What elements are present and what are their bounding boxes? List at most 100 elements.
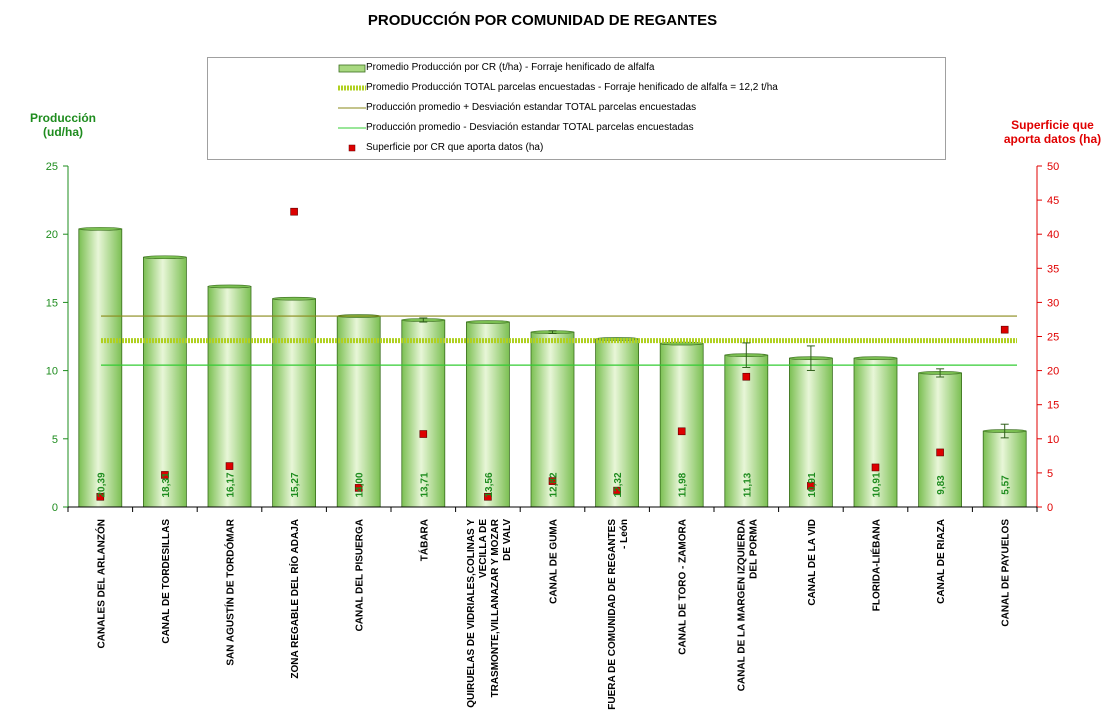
y-axis-title-line-1: Producción [29,111,96,125]
legend: Promedio Producción por CR (t/ha) - Forr… [207,57,946,160]
legend-marker-swatch [338,142,366,154]
bar [465,321,510,508]
bar [142,256,187,508]
bar-top [272,296,316,301]
x-category-label-line: CANAL DEL PISUERGA [355,519,366,631]
bar [336,315,381,508]
x-category-label: CANAL DE GUMA [549,519,560,604]
bar [401,319,446,508]
bar-value-label: 12,32 [613,472,624,497]
x-category-label-line: CANAL DE PAYUELOS [1001,519,1012,627]
bar-value-label: 13,71 [419,472,430,497]
surface-marker [161,471,169,479]
bar [982,430,1027,508]
x-category-label: FLORIDA-LIÉBANA [870,519,883,611]
legend-label: Promedio Producción TOTAL parcelas encue… [366,82,778,93]
surface-marker [354,484,363,492]
surface-marker [484,492,492,501]
bar-value-label: 9,83 [936,475,947,495]
legend-minus-sd-swatch [338,122,366,134]
bar-value-label: 10,91 [872,472,883,497]
secondary-y-axis-title: Superficie que aporta datos (ha) [990,118,1115,146]
secondary-y-tick-label: 30 [1047,297,1059,309]
x-category-label-line: DEL PORMA [748,519,759,579]
surface-marker [677,427,686,436]
surface-marker [807,482,815,490]
secondary-y-tick-label: 10 [1047,434,1059,446]
y-tick-label: 20 [46,229,58,241]
bar-top [853,356,898,360]
bar-value-label: 14,00 [355,472,366,497]
y-axis-title: Producción (ud/ha) [20,111,106,139]
x-category-label: CANAL DE LA VID [807,519,818,606]
x-category-label-line: TÁBARA [417,519,430,561]
secondary-y-tick-label: 15 [1047,400,1059,412]
x-category-label-line: CANAL DE TORO - ZAMORA [678,519,689,655]
x-category-label: CANAL DE TORO - ZAMORA [678,519,689,655]
secondary-y-tick-label: 35 [1047,263,1059,275]
y-tick-label: 10 [46,366,58,378]
bar-top [78,227,123,231]
surface-marker [225,462,234,470]
y-axis-title-line-2: (ud/ha) [43,125,83,139]
surface-marker [96,492,105,501]
x-category-label-line: CANAL DE LA MARGEN IZQUIERDA [736,519,747,691]
secondary-y-tick-label: 45 [1047,195,1059,207]
bar-top [207,284,252,289]
bar-value-label: 16,17 [226,472,237,497]
x-category-label-line: DE VALV [502,519,513,561]
bar [659,343,704,508]
x-category-label-line: ZONA REGABLE DEL RÍO ADAJA [288,519,301,679]
x-category-label-line: CANALES DEL ARLANZÓN [94,519,107,648]
bar-value-label: 15,27 [290,472,301,497]
bar-value-label: 18,31 [161,472,172,497]
bar-value-label: 12,82 [549,472,560,497]
x-category-label-line: - León [619,519,630,549]
surface-marker [871,463,880,472]
x-category-label: FUERA DE COMUNIDAD DE REGANTES- León [607,519,630,710]
bar-value-label: 10,91 [807,472,818,497]
bar [918,372,962,508]
secondary-y-axis-title-line-2: aporta datos (ha) [1003,132,1102,146]
secondary-y-tick-label: 25 [1047,332,1059,344]
x-category-label-line: VECILLA DE [478,519,489,578]
x-category-label-line: CANAL DE GUMA [549,519,560,604]
bar-value-label: 5,57 [1001,475,1012,495]
bar-top [466,320,510,324]
x-category-label: CANALES DEL ARLANZÓN [94,519,107,648]
bar-value-label: 11,98 [678,472,689,497]
legend-bar-swatch [338,62,366,74]
legend-label: Producción promedio + Desviación estanda… [366,102,697,113]
x-category-label: ZONA REGABLE DEL RÍO ADAJA [288,519,301,679]
x-category-label-line: FUERA DE COMUNIDAD DE REGANTES [607,519,618,710]
bar [853,357,898,508]
x-category-label: CANAL DE RIAZA [936,519,947,604]
x-category-label-line: TRASMONTE,VILLANAZAR Y MOZAR [490,518,501,697]
y-tick-label: 25 [46,161,58,173]
y-tick-label: 5 [52,434,58,446]
y-tick-label: 0 [52,502,58,514]
legend-label: Superficie por CR que aporta datos (ha) [366,142,544,153]
chart-title: PRODUCCIÓN POR COMUNIDAD DE REGANTES [367,12,718,29]
surface-marker [1000,325,1009,334]
x-category-label: TÁBARA [417,519,430,561]
surface-marker [290,207,298,216]
x-category-label: SAN AGUSTÍN DE TORDÓMAR [224,518,237,665]
y-tick-label: 15 [46,297,58,309]
surface-marker [613,486,621,495]
bar-value-label: 13,56 [484,472,495,497]
x-category-label: CANAL DE LA MARGEN IZQUIERDADEL PORMA [736,519,759,691]
surface-marker [419,430,428,438]
bar [78,228,123,508]
bar [595,338,639,508]
legend-average-swatch [338,82,366,94]
x-category-label: CANAL DE TORDESILLAS [161,519,172,644]
x-category-label: QUIRUELAS DE VIDRIALES,COLINAS YVECILLA … [466,518,513,708]
surface-marker [742,372,751,381]
legend-label: Producción promedio - Desviación estanda… [366,122,694,133]
x-category-label-line: CANAL DE RIAZA [936,519,947,604]
bar-value-label: 20,39 [96,472,107,497]
surface-marker [548,477,557,485]
secondary-y-tick-label: 50 [1047,161,1059,173]
